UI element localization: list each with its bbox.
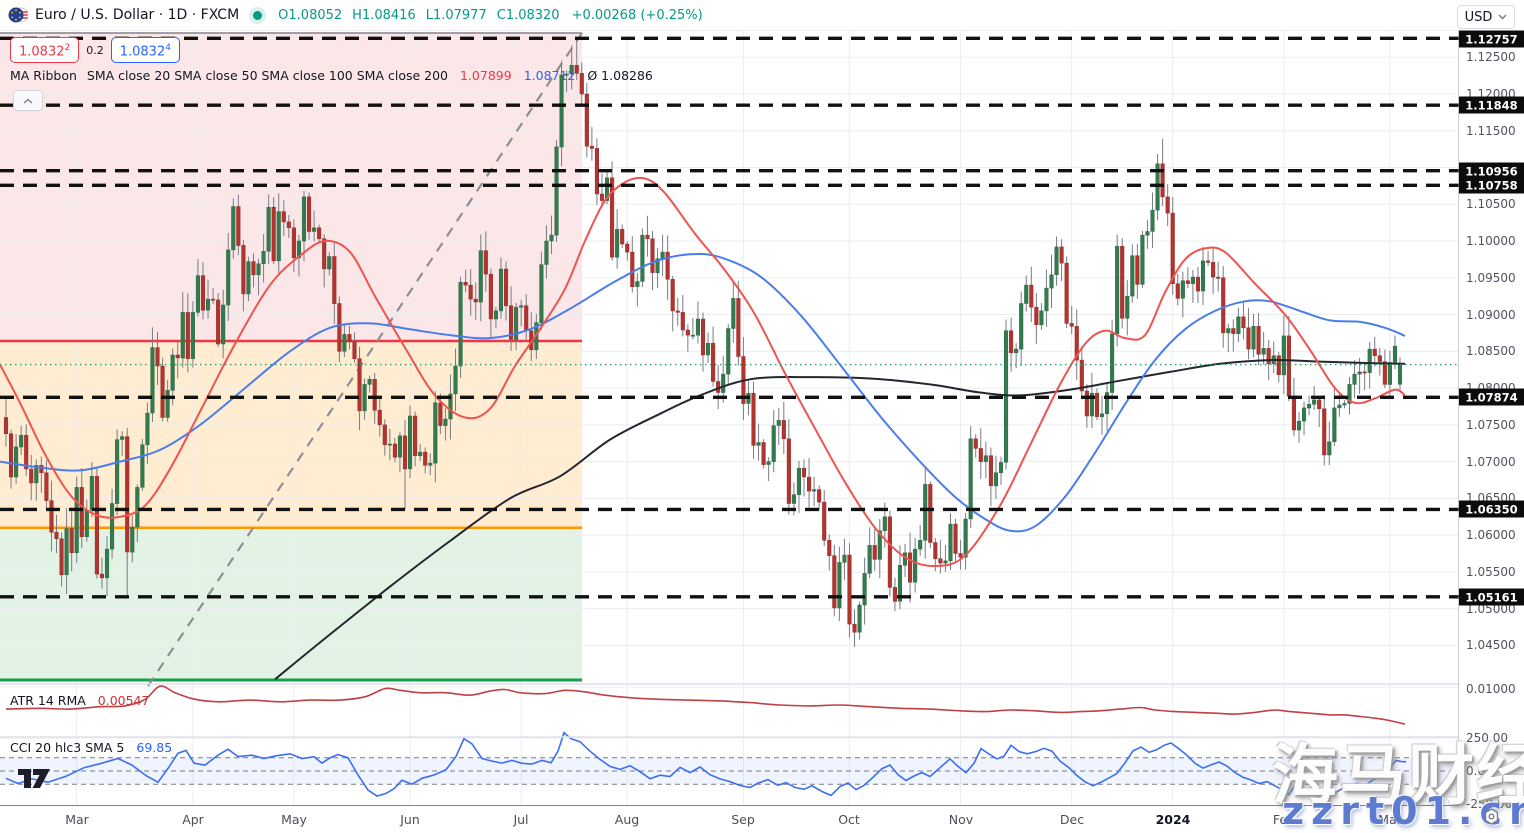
open-value: 1.08052: [288, 7, 343, 23]
cci-tick: 250.00: [1466, 731, 1508, 745]
cci-legend: CCI 20 hlc3 SMA 5 69.85: [10, 740, 172, 755]
price-tick: 1.07000: [1466, 455, 1516, 469]
currency-selector[interactable]: USD: [1457, 5, 1515, 29]
price-tick: 1.09500: [1466, 271, 1516, 285]
month-label: Nov: [948, 812, 974, 827]
month-label: Jun: [400, 812, 420, 827]
watermark-url: zzrt01.cn: [1282, 789, 1524, 833]
month-label: Mar: [1378, 812, 1402, 827]
price-tick: 1.09000: [1466, 308, 1516, 322]
cci-tick: 0.00: [1466, 764, 1493, 778]
quote-row: 1.08322 0.2 1.08324: [10, 37, 180, 64]
chevron-down-icon: [1498, 14, 1507, 20]
trendline[interactable]: [147, 32, 583, 687]
level-price-label: 1.11848: [1459, 96, 1524, 114]
tradingview-logo[interactable]: [18, 766, 52, 796]
ma-ribbon-legend: MA Ribbon SMA close 20 SMA close 50 SMA …: [10, 68, 653, 83]
ma-average-value: Ø 1.08286: [587, 68, 653, 83]
ma-line-sma-50: [0, 252, 1406, 533]
left-zones: [0, 33, 582, 681]
sma20-value: 1.07899: [460, 68, 512, 83]
ask-price-box[interactable]: 1.08324: [110, 37, 180, 64]
atr-line: [5, 685, 1406, 725]
level-price-label: 1.07874: [1459, 388, 1524, 406]
cci-value: 69.85: [136, 740, 173, 755]
price-tick: 1.07500: [1466, 418, 1516, 432]
pane-settings-gear-icon[interactable]: [1483, 808, 1500, 829]
cci-levels: [0, 757, 1459, 785]
low-value: 1.07977: [432, 7, 487, 23]
sma50-value: 1.08712: [523, 68, 576, 83]
month-label: Mar: [65, 812, 89, 827]
month-label: Jul: [513, 812, 529, 827]
candles: [3, 65, 1403, 633]
collapse-legend-button[interactable]: [13, 90, 43, 111]
ma-line-sma-20: [0, 176, 1406, 568]
ohlc-readout: O1.08052 H1.08416 L1.07977 C1.08320 +0.0…: [278, 7, 703, 23]
month-label: Sep: [731, 812, 755, 827]
month-label: May: [281, 812, 307, 827]
level-price-label: 1.12757: [1459, 30, 1524, 48]
time-axis[interactable]: Mar Apr May Jun Jul Aug Sep Oct Nov Dec 2024 Feb Mar: [0, 806, 1524, 833]
atr-legend: ATR 14 RMA 0.00547: [10, 693, 149, 708]
price-tick: 1.05000: [1466, 602, 1516, 616]
level-price-label: 1.06350: [1459, 500, 1524, 518]
level-price-label: 1.10758: [1459, 176, 1524, 194]
price-tick: 1.12500: [1466, 50, 1516, 64]
price-tick: 1.05500: [1466, 565, 1516, 579]
level-price-label: 1.05161: [1459, 588, 1524, 606]
price-tick: 1.10000: [1466, 234, 1516, 248]
bid-price-box[interactable]: 1.08322: [10, 37, 80, 64]
month-label: Dec: [1059, 812, 1085, 827]
price-tick: 1.11500: [1466, 124, 1516, 138]
cci-name[interactable]: CCI 20 hlc3 SMA 5: [10, 740, 125, 755]
change-value: +0.00268 (+0.25%): [571, 7, 703, 23]
month-label: 2024: [1155, 812, 1191, 827]
month-label: Apr: [182, 812, 204, 827]
month-label: Oct: [838, 812, 860, 827]
key-levels[interactable]: [0, 36, 1459, 599]
high-value: 1.08416: [361, 7, 416, 23]
level-price-label: 1.10956: [1459, 162, 1524, 180]
atr-value: 0.00547: [97, 693, 150, 708]
cci-tick: -250.00: [1466, 797, 1513, 811]
symbol-pair-icon: [8, 5, 29, 25]
ma-ribbon-params: SMA close 20 SMA close 50 SMA close 100 …: [86, 68, 449, 83]
chevron-up-icon: [23, 98, 33, 104]
price-tick: 1.06000: [1466, 528, 1516, 542]
symbol-title[interactable]: Euro / U.S. Dollar · 1D · FXCM: [35, 7, 240, 23]
price-tick: 1.10500: [1466, 197, 1516, 211]
ma-ribbon-name[interactable]: MA Ribbon: [10, 68, 77, 83]
toolbar: Euro / U.S. Dollar · 1D · FXCM O1.08052 …: [0, 0, 1524, 30]
price-tick: 1.08500: [1466, 344, 1516, 358]
atr-name[interactable]: ATR 14 RMA: [10, 693, 86, 708]
price-tick: 1.04500: [1466, 638, 1516, 652]
month-label: Feb: [1272, 812, 1296, 827]
month-label: Aug: [614, 812, 640, 827]
market-status-dot[interactable]: [253, 10, 263, 20]
cci-line: [5, 731, 1407, 801]
atr-tick: 0.01000: [1466, 682, 1516, 696]
currency-label: USD: [1464, 9, 1493, 25]
price-axis[interactable]: 1.12500 1.12000 1.11500 1.10500 1.10000 1.095…: [1459, 0, 1524, 833]
watermark-text: 海马财经: [1272, 737, 1524, 814]
close-value: 1.08320: [505, 7, 560, 23]
ma-line-sma-200: [274, 359, 1406, 681]
spread-label: 0.2: [86, 43, 104, 57]
